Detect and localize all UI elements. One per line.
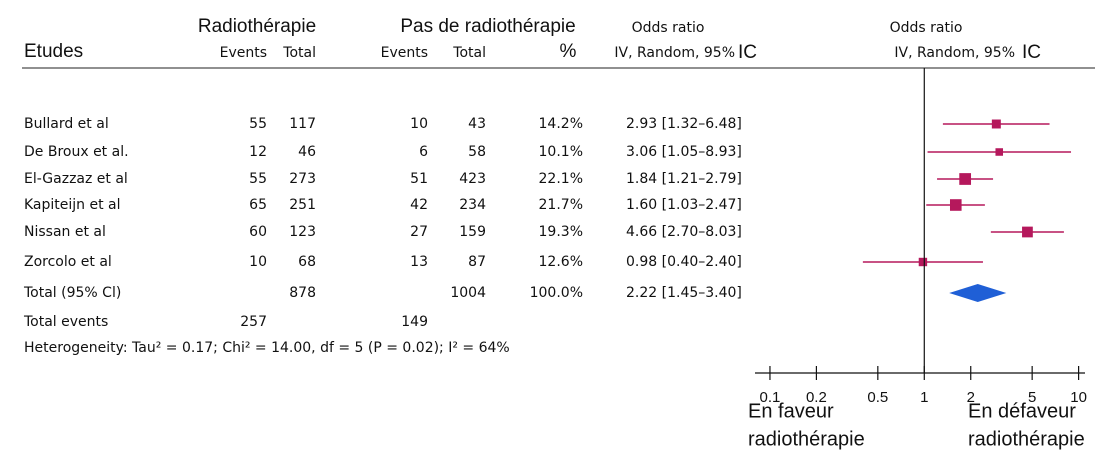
x-tick-label: 0.2 [806, 389, 827, 406]
x-tick-label: 1 [920, 389, 928, 406]
pooled-diamond [949, 284, 1007, 302]
cell: 123 [289, 224, 316, 240]
x-tick-label: 10 [1070, 389, 1087, 406]
group-header: Pas de radiothérapie [400, 16, 575, 37]
plot-header: Odds ratio [890, 20, 963, 36]
plot-header: IV, Random, 95% [894, 45, 1015, 61]
x-tick-label: 0.5 [867, 389, 888, 406]
cell: 65 [249, 197, 267, 213]
cell: 60 [249, 224, 267, 240]
cell: 2.93 [1.32–6.48] [626, 116, 742, 132]
x-tick-label: 2 [967, 389, 975, 406]
cell: 19.3% [539, 224, 583, 240]
cell: 55 [249, 171, 267, 187]
cell: 68 [298, 254, 316, 270]
x-tick-label: 0.1 [760, 389, 781, 406]
study-name: Nissan et al [24, 224, 106, 240]
cell: 51 [410, 171, 428, 187]
column-header: % [560, 41, 577, 62]
cell: 1004 [450, 285, 486, 301]
x-tick-label: 5 [1028, 389, 1036, 406]
cell: 10 [249, 254, 267, 270]
point-estimate [918, 257, 928, 267]
cell: 2.22 [1.45–3.40] [626, 285, 742, 301]
favours-left: En faveur [748, 400, 834, 422]
study-name: Zorcolo et al [24, 254, 112, 270]
study-name: El-Gazzaz et al [24, 171, 128, 187]
cell: 257 [240, 314, 267, 330]
column-header: Etudes [24, 41, 83, 62]
study-name: De Broux et al. [24, 144, 129, 160]
cell: 46 [298, 144, 316, 160]
favours-left: radiothérapie [748, 428, 865, 450]
column-header: Total [452, 45, 486, 61]
heterogeneity: Heterogeneity: Tau² = 0.17; Chi² = 14.00… [24, 340, 510, 356]
cell: 878 [289, 285, 316, 301]
point-estimate [995, 148, 1004, 156]
cell: 117 [289, 116, 316, 132]
column-header: Events [220, 45, 267, 61]
cell: 10 [410, 116, 428, 132]
study-name: Kapiteijn et al [24, 197, 121, 213]
cell: 159 [459, 224, 486, 240]
cell: 0.98 [0.40–2.40] [626, 254, 742, 270]
cell: 12.6% [539, 254, 583, 270]
column-header: IV, Random, 95% [614, 45, 735, 61]
cell: 58 [468, 144, 486, 160]
cell: 1.84 [1.21–2.79] [626, 171, 742, 187]
cell: 55 [249, 116, 267, 132]
study-name: Bullard et al [24, 116, 109, 132]
cell: 1.60 [1.03–2.47] [626, 197, 742, 213]
column-header: IC [738, 42, 757, 63]
cell: 87 [468, 254, 486, 270]
cell: 13 [410, 254, 428, 270]
cell: 3.06 [1.05–8.93] [626, 144, 742, 160]
cell: 149 [401, 314, 428, 330]
cell: 251 [289, 197, 316, 213]
cell: 423 [459, 171, 486, 187]
cell: 12 [249, 144, 267, 160]
point-estimate [991, 119, 1001, 129]
cell: 6 [419, 144, 428, 160]
favours-right: radiothérapie [968, 428, 1085, 450]
total-events-name: Total events [23, 314, 108, 330]
point-estimate [949, 199, 962, 211]
total-name: Total (95% Cl) [23, 285, 121, 301]
point-estimate [1022, 226, 1033, 238]
cell: 4.66 [2.70–8.03] [626, 224, 742, 240]
cell: 273 [289, 171, 316, 187]
favours-right: En défaveur [968, 400, 1076, 422]
cell: 234 [459, 197, 486, 213]
cell: 10.1% [539, 144, 583, 160]
cell: 27 [410, 224, 428, 240]
plot-header: IC [1022, 42, 1041, 63]
group-header: Radiothérapie [198, 16, 316, 37]
cell: 22.1% [539, 171, 583, 187]
column-header: Total [282, 45, 316, 61]
column-header: Odds ratio [632, 20, 705, 36]
cell: 100.0% [530, 285, 583, 301]
cell: 43 [468, 116, 486, 132]
cell: 21.7% [539, 197, 583, 213]
column-header: Events [381, 45, 428, 61]
point-estimate [959, 173, 972, 185]
cell: 42 [410, 197, 428, 213]
cell: 14.2% [539, 116, 583, 132]
